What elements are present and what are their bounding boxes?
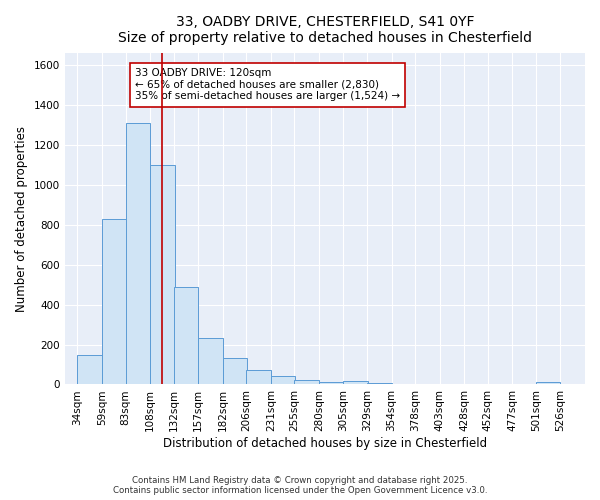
Bar	[223, 358, 247, 384]
Bar	[295, 380, 319, 384]
Bar	[198, 338, 223, 384]
Bar	[173, 286, 198, 384]
X-axis label: Distribution of detached houses by size in Chesterfield: Distribution of detached houses by size …	[163, 437, 487, 450]
Bar	[271, 376, 295, 384]
Text: 33 OADBY DRIVE: 120sqm
← 65% of detached houses are smaller (2,830)
35% of semi-: 33 OADBY DRIVE: 120sqm ← 65% of detached…	[135, 68, 400, 102]
Bar	[343, 382, 368, 384]
Bar	[246, 370, 271, 384]
Title: 33, OADBY DRIVE, CHESTERFIELD, S41 0YF
Size of property relative to detached hou: 33, OADBY DRIVE, CHESTERFIELD, S41 0YF S…	[118, 15, 532, 45]
Bar	[102, 219, 127, 384]
Bar	[150, 165, 175, 384]
Bar	[77, 354, 102, 384]
Bar	[319, 382, 343, 384]
Bar	[536, 382, 560, 384]
Bar	[125, 123, 150, 384]
Y-axis label: Number of detached properties: Number of detached properties	[15, 126, 28, 312]
Text: Contains HM Land Registry data © Crown copyright and database right 2025.
Contai: Contains HM Land Registry data © Crown c…	[113, 476, 487, 495]
